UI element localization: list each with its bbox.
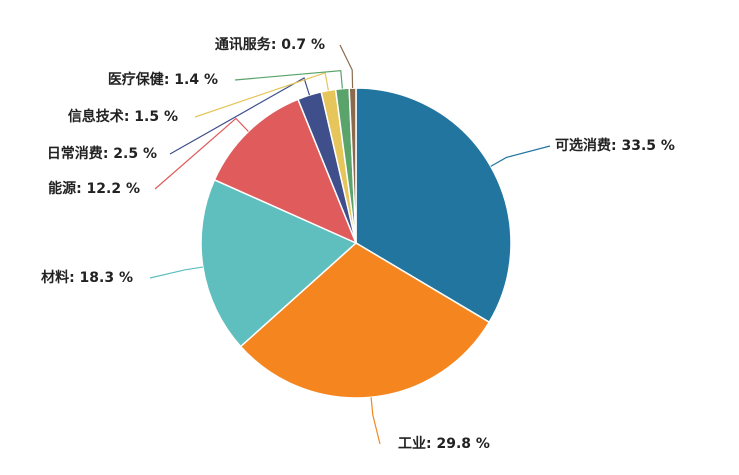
slice-name: 通讯服务 xyxy=(215,36,272,53)
pie-slice xyxy=(239,242,491,399)
leader-line xyxy=(154,117,249,190)
slice-value: : 18.3 % xyxy=(69,270,133,286)
leader-line xyxy=(339,44,354,89)
slice-label: 工业: 29.8 % xyxy=(398,436,490,452)
slice-value: : 1.5 % xyxy=(124,109,178,125)
leader-line xyxy=(490,145,551,167)
slice-label: 日常消费: 2.5 % xyxy=(47,145,157,162)
slice-value: : 1.4 % xyxy=(164,72,218,88)
slice-name: 日常消费 xyxy=(47,145,103,162)
slice-name: 可选消费 xyxy=(555,137,611,154)
slice-label: 信息技术: 1.5 % xyxy=(68,108,178,125)
slice-label: 通讯服务: 0.7 % xyxy=(215,36,325,53)
slice-label: 材料: 18.3 % xyxy=(41,269,133,286)
leader-line xyxy=(149,266,203,279)
slice-label: 可选消费: 33.5 % xyxy=(555,137,675,154)
slice-name: 医疗保健 xyxy=(108,71,164,88)
leader-line xyxy=(370,397,381,445)
slice-name: 工业 xyxy=(398,436,426,452)
slice-value: : 2.5 % xyxy=(103,146,157,162)
leader-line xyxy=(194,71,329,118)
slice-value: : 33.5 % xyxy=(611,138,675,154)
slice-name: 信息技术 xyxy=(68,108,124,125)
slice-value: : 12.2 % xyxy=(76,181,140,197)
slice-value: : 29.8 % xyxy=(426,436,490,452)
leader-line xyxy=(169,77,311,155)
leader-line xyxy=(234,70,343,89)
pie-slice xyxy=(355,87,512,324)
slice-name: 材料 xyxy=(41,269,69,286)
slice-label: 能源: 12.2 % xyxy=(48,180,140,197)
slice-value: : 0.7 % xyxy=(271,37,325,53)
slice-label: 医疗保健: 1.4 % xyxy=(108,71,218,88)
slice-name: 能源 xyxy=(48,180,76,197)
